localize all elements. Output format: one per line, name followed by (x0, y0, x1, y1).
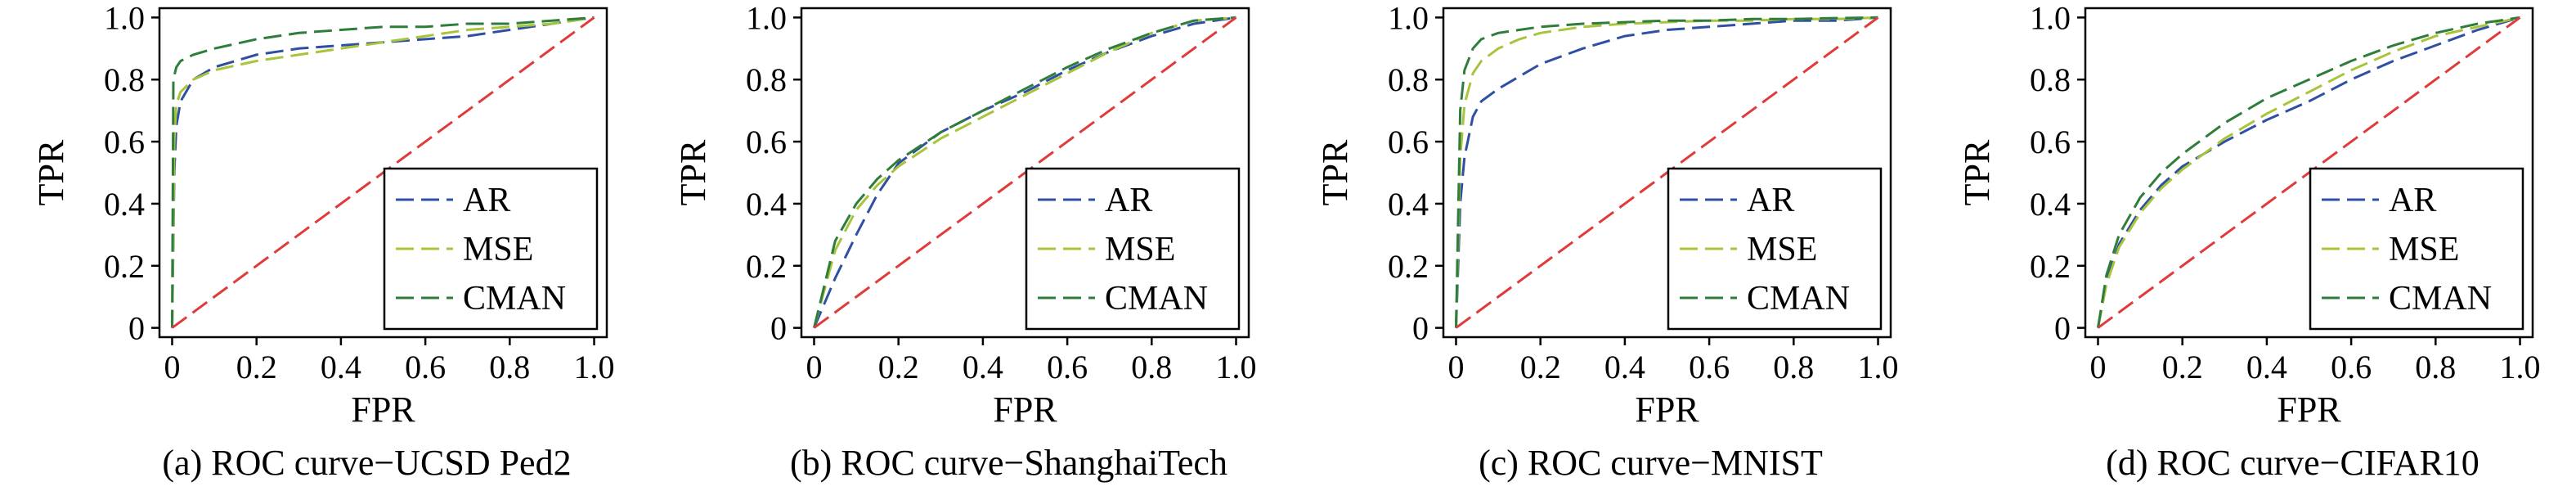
legend-label: CMAN (463, 280, 566, 318)
x-axis-label: FPR (993, 390, 1057, 430)
x-tick-label: 0.2 (878, 349, 919, 385)
y-tick-label: 0 (128, 310, 145, 347)
x-tick-label: 0 (164, 349, 180, 385)
y-tick-label: 0.8 (746, 61, 787, 98)
series-line-ar (2097, 16, 2520, 328)
legend-label: MSE (463, 231, 533, 268)
y-tick-label: 0.8 (1388, 61, 1429, 98)
series-line-ar (171, 16, 595, 328)
y-tick-label: 0.4 (2030, 186, 2071, 223)
legend-label: MSE (1105, 231, 1175, 268)
y-tick-label: 0 (1412, 310, 1429, 347)
x-tick-label: 0.2 (236, 349, 277, 385)
series-line-mse (171, 16, 595, 328)
series-line-mse (813, 16, 1236, 328)
chart-panel-3: 0 0.2 0.4 0.6 0.8 1.0 0 0.2 0.4 0.6 0.8 1.0 FPR TPR (c… (1315, 0, 1899, 483)
series-line-ar (1455, 16, 1878, 328)
x-tick-label: 0.8 (1773, 349, 1814, 385)
panel-caption: (b) ROC curve−ShanghaiTech (790, 443, 1227, 483)
series-line-random (813, 16, 1237, 329)
x-tick-label: 0.6 (405, 349, 446, 385)
x-tick-label: 0.6 (2331, 349, 2372, 385)
y-tick-label: 0.6 (2030, 124, 2071, 160)
legend-label: AR (1747, 182, 1794, 219)
legend-label: AR (2389, 182, 2436, 219)
y-tick-label: 0.8 (2030, 61, 2071, 98)
legend-label: AR (1105, 182, 1152, 219)
series-line-mse (2097, 16, 2520, 328)
x-axis-label: FPR (351, 390, 415, 430)
series-line-cman (2097, 16, 2520, 328)
y-tick-label: 0.4 (104, 186, 145, 223)
x-tick-label: 0.4 (2246, 349, 2287, 385)
chart-panel-4: 0 0.2 0.4 0.6 0.8 1.0 0 0.2 0.4 0.6 0.8 1.0 FPR TPR (d… (1957, 0, 2541, 483)
x-tick-label: 0.8 (489, 349, 530, 385)
legend-label: MSE (2389, 231, 2459, 268)
series-line-random (2097, 16, 2521, 329)
series-line-random (1455, 16, 1879, 329)
x-tick-label: 0.4 (1604, 349, 1645, 385)
chart-panel-2: 0 0.2 0.4 0.6 0.8 1.0 0 0.2 0.4 0.6 0.8 1.0 FPR TPR (b… (673, 0, 1257, 483)
y-tick-label: 1.0 (746, 0, 787, 36)
x-tick-label: 0.2 (1520, 349, 1561, 385)
x-tick-label: 0.4 (321, 349, 361, 385)
panel-caption: (a) ROC curve−UCSD Ped2 (162, 443, 571, 483)
x-tick-label: 0.6 (1689, 349, 1730, 385)
y-tick-label: 0.4 (746, 186, 787, 223)
x-tick-label: 0 (1447, 349, 1464, 385)
y-tick-label: 0.2 (746, 248, 787, 285)
x-tick-label: 0.4 (963, 349, 1003, 385)
axes-frame (2084, 7, 2534, 339)
panel-caption: (d) ROC curve−CIFAR10 (2106, 443, 2480, 483)
legend-box (1025, 167, 1241, 331)
y-tick-label: 1.0 (2030, 0, 2071, 36)
y-axis-label: TPR (1957, 139, 1997, 205)
y-axis-label: TPR (31, 139, 71, 205)
axes-frame (800, 7, 1250, 339)
series-line-cman (171, 16, 595, 328)
y-tick-label: 0.6 (104, 124, 145, 160)
y-tick-label: 1.0 (1388, 0, 1429, 36)
y-axis-label: TPR (673, 139, 713, 205)
x-tick-label: 1.0 (1858, 349, 1899, 385)
legend-label: CMAN (2389, 280, 2492, 318)
y-tick-label: 0.6 (746, 124, 787, 160)
x-tick-label: 0 (2089, 349, 2106, 385)
x-tick-label: 0.6 (1047, 349, 1088, 385)
x-tick-label: 1.0 (574, 349, 615, 385)
y-tick-label: 0.4 (1388, 186, 1429, 223)
legend-label: CMAN (1747, 280, 1850, 318)
legend-label: AR (463, 182, 510, 219)
axes-frame (158, 7, 608, 339)
y-tick-label: 0.6 (1388, 124, 1429, 160)
y-tick-label: 0.2 (1388, 248, 1429, 285)
legend-label: MSE (1747, 231, 1817, 268)
x-tick-label: 0.2 (2162, 349, 2203, 385)
series-line-cman (813, 16, 1236, 328)
series-line-random (171, 16, 595, 329)
x-tick-label: 0.8 (2415, 349, 2456, 385)
y-tick-label: 0 (2054, 310, 2071, 347)
legend-box (383, 167, 599, 331)
x-tick-label: 0.8 (1131, 349, 1172, 385)
y-tick-label: 0 (770, 310, 787, 347)
y-axis-label: TPR (1315, 139, 1355, 205)
y-tick-label: 1.0 (104, 0, 145, 36)
y-tick-label: 0.2 (104, 248, 145, 285)
y-tick-label: 0.2 (2030, 248, 2071, 285)
chart-panel-1: 0 0.2 0.4 0.6 0.8 1.0 0 0.2 0.4 0.6 0.8 1.0 FPR TPR (a… (31, 0, 615, 483)
x-axis-label: FPR (2277, 390, 2341, 430)
x-axis-label: FPR (1635, 390, 1699, 430)
axes-frame (1442, 7, 1892, 339)
y-tick-label: 0.8 (104, 61, 145, 98)
legend-box (2309, 167, 2524, 331)
x-tick-label: 0 (806, 349, 822, 385)
x-tick-label: 1.0 (2500, 349, 2541, 385)
x-tick-label: 1.0 (1216, 349, 1257, 385)
series-line-cman (1455, 16, 1878, 328)
legend-box (1667, 167, 1883, 331)
legend-label: CMAN (1105, 280, 1208, 318)
panel-caption: (c) ROC curve−MNIST (1479, 443, 1823, 483)
